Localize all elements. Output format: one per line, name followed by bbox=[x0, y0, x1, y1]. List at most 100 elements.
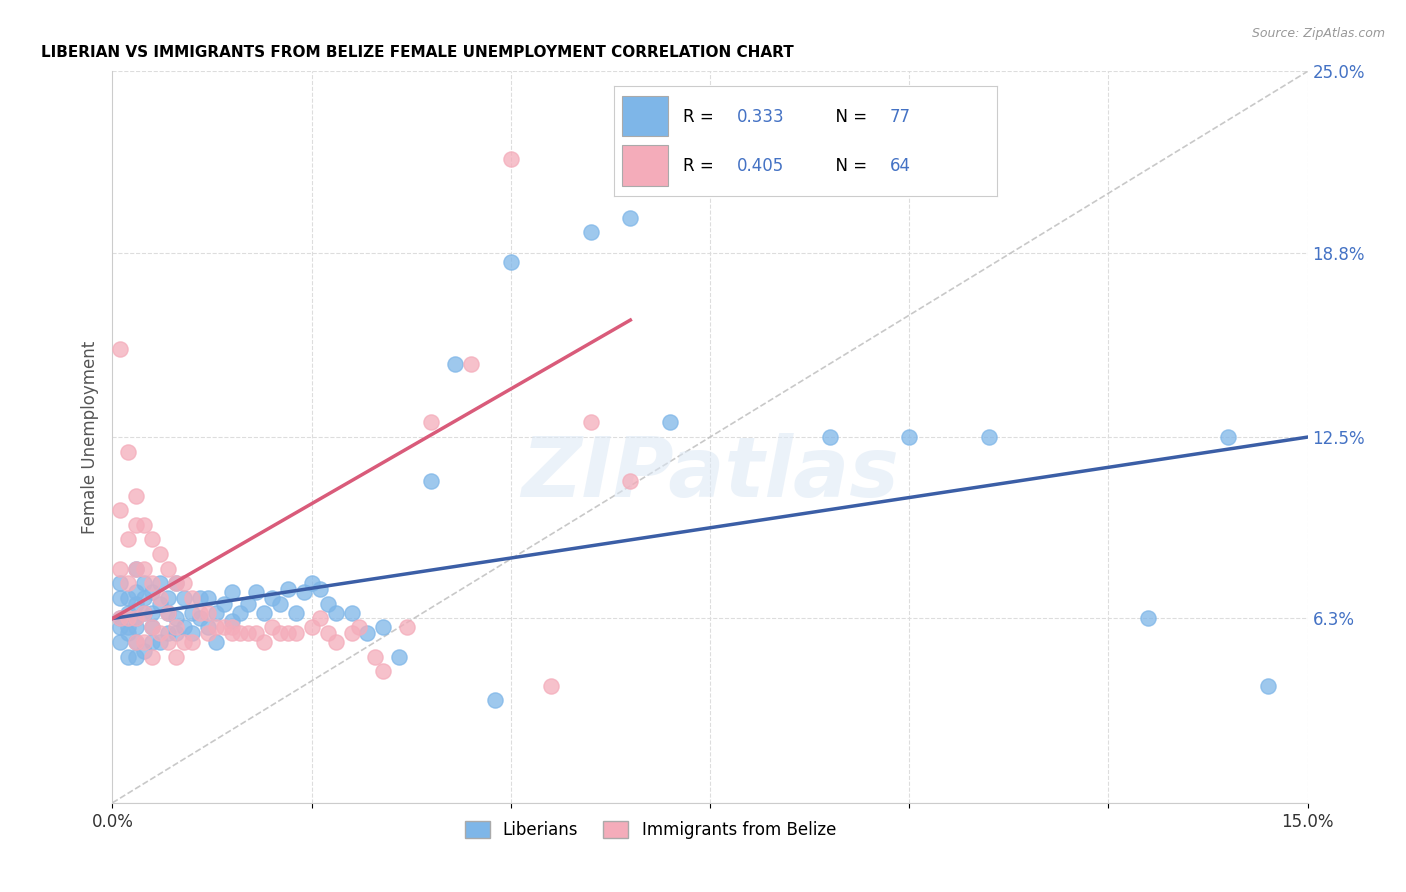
Point bbox=[253, 606, 276, 620]
Point bbox=[1216, 430, 1239, 444]
Point bbox=[117, 444, 139, 458]
Point bbox=[110, 611, 132, 625]
Point bbox=[619, 211, 641, 225]
Point bbox=[165, 649, 187, 664]
Point bbox=[149, 547, 172, 561]
Point bbox=[197, 626, 219, 640]
Point bbox=[125, 635, 148, 649]
Point bbox=[125, 585, 148, 599]
Point bbox=[157, 606, 180, 620]
Point bbox=[181, 635, 204, 649]
Point bbox=[221, 620, 243, 634]
Point bbox=[134, 606, 156, 620]
Point bbox=[325, 606, 347, 620]
Point bbox=[134, 635, 156, 649]
Point bbox=[301, 576, 323, 591]
Point bbox=[659, 416, 682, 430]
Point bbox=[125, 597, 148, 611]
Point bbox=[245, 585, 267, 599]
Point bbox=[253, 635, 276, 649]
Point bbox=[149, 576, 172, 591]
Point bbox=[619, 474, 641, 488]
Point bbox=[388, 649, 411, 664]
Point bbox=[141, 620, 163, 634]
Point bbox=[205, 606, 228, 620]
Point bbox=[165, 576, 187, 591]
Point bbox=[460, 357, 482, 371]
Point bbox=[125, 635, 148, 649]
Point bbox=[110, 576, 132, 591]
Point bbox=[364, 649, 387, 664]
Point bbox=[229, 626, 252, 640]
Point bbox=[1257, 679, 1279, 693]
Point bbox=[188, 611, 211, 625]
Point bbox=[117, 620, 139, 634]
Point bbox=[818, 430, 841, 444]
Point bbox=[284, 606, 307, 620]
Text: ZIPatlas: ZIPatlas bbox=[522, 434, 898, 514]
Point bbox=[205, 635, 228, 649]
Point bbox=[340, 626, 363, 640]
Point bbox=[229, 606, 252, 620]
Point bbox=[308, 611, 330, 625]
Point bbox=[117, 611, 139, 625]
Point bbox=[188, 606, 211, 620]
Point bbox=[110, 503, 132, 517]
Text: LIBERIAN VS IMMIGRANTS FROM BELIZE FEMALE UNEMPLOYMENT CORRELATION CHART: LIBERIAN VS IMMIGRANTS FROM BELIZE FEMAL… bbox=[41, 45, 793, 61]
Point bbox=[349, 620, 371, 634]
Point bbox=[141, 576, 163, 591]
Point bbox=[236, 626, 259, 640]
Point bbox=[110, 611, 132, 625]
Point bbox=[157, 606, 180, 620]
Point bbox=[125, 611, 148, 625]
Point bbox=[221, 585, 243, 599]
Point bbox=[149, 597, 172, 611]
Point bbox=[396, 620, 419, 634]
Point bbox=[308, 582, 330, 597]
Point bbox=[373, 620, 395, 634]
Point bbox=[117, 606, 139, 620]
Point bbox=[236, 597, 259, 611]
Point bbox=[165, 611, 187, 625]
Point bbox=[157, 626, 180, 640]
Point bbox=[197, 620, 219, 634]
Point bbox=[181, 626, 204, 640]
Point bbox=[125, 620, 148, 634]
Point bbox=[117, 576, 139, 591]
Point bbox=[325, 635, 347, 649]
Point bbox=[373, 664, 395, 678]
Point bbox=[117, 649, 139, 664]
Point bbox=[125, 611, 148, 625]
Point bbox=[125, 517, 148, 532]
Point bbox=[173, 620, 195, 634]
Point bbox=[898, 430, 921, 444]
Point bbox=[141, 533, 163, 547]
Point bbox=[269, 626, 291, 640]
Legend: Liberians, Immigrants from Belize: Liberians, Immigrants from Belize bbox=[458, 814, 842, 846]
Point bbox=[301, 620, 323, 634]
Point bbox=[444, 357, 467, 371]
Point bbox=[484, 693, 506, 707]
Point bbox=[499, 152, 522, 166]
Point bbox=[157, 635, 180, 649]
Point bbox=[579, 416, 602, 430]
Point bbox=[134, 576, 156, 591]
Point bbox=[356, 626, 378, 640]
Point bbox=[173, 591, 195, 605]
Point bbox=[205, 620, 228, 634]
Point bbox=[157, 591, 180, 605]
Point bbox=[197, 591, 219, 605]
Point bbox=[117, 533, 139, 547]
Point bbox=[141, 635, 163, 649]
Point bbox=[110, 562, 132, 576]
Point bbox=[284, 626, 307, 640]
Point bbox=[125, 489, 148, 503]
Point bbox=[260, 620, 283, 634]
Point bbox=[173, 635, 195, 649]
Point bbox=[149, 591, 172, 605]
Point bbox=[221, 626, 243, 640]
Point bbox=[117, 626, 139, 640]
Point bbox=[540, 679, 562, 693]
Point bbox=[141, 620, 163, 634]
Point bbox=[134, 591, 156, 605]
